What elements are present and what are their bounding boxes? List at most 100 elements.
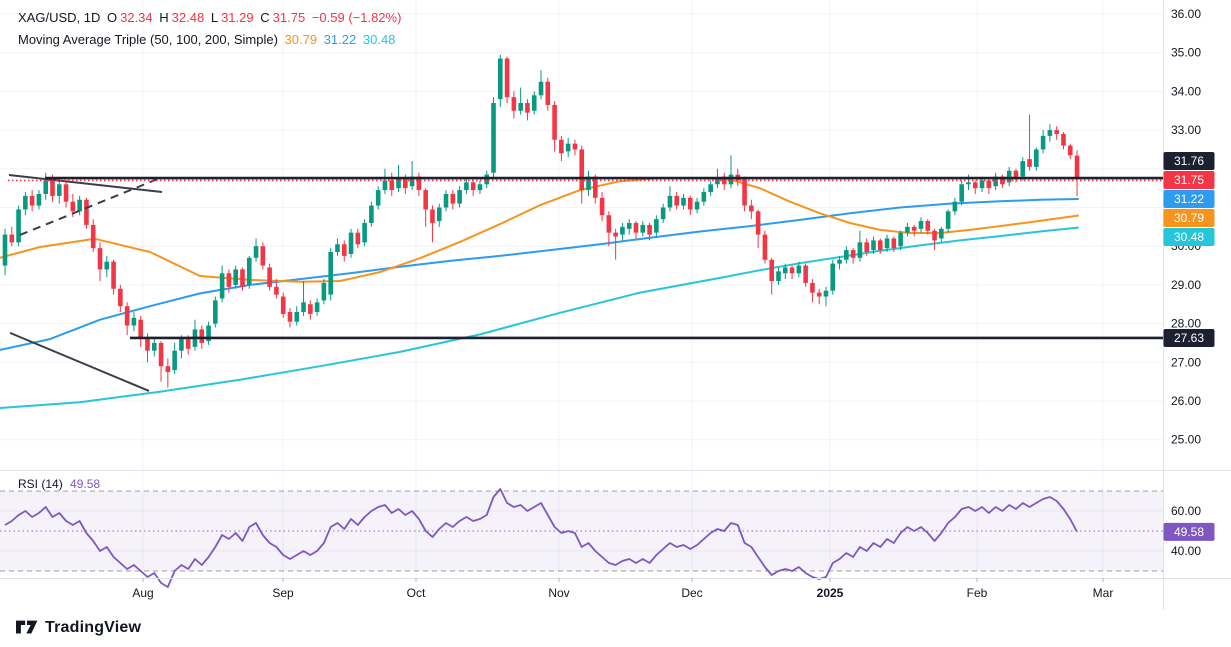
price-tick-label: 28.00: [1171, 317, 1201, 331]
candle: [538, 81, 544, 96]
candle: [681, 197, 686, 206]
time-label-2025[interactable]: 2025: [817, 586, 844, 600]
candle: [545, 81, 551, 105]
candle: [810, 282, 815, 293]
price-tick-label: 29.00: [1171, 278, 1201, 292]
trendline-2: [19, 177, 159, 236]
candle: [694, 201, 700, 210]
candle: [871, 240, 876, 251]
close-label: C: [260, 10, 270, 25]
candle: [715, 178, 720, 185]
price-badge-31.22: 31.22: [1174, 192, 1204, 206]
candle: [484, 174, 490, 185]
candle: [830, 263, 836, 291]
candle: [1000, 176, 1005, 185]
candle: [911, 226, 917, 231]
candle: [280, 296, 286, 314]
candle: [423, 190, 428, 210]
rsi-label[interactable]: RSI: [18, 477, 39, 491]
candle: [199, 329, 205, 343]
open-label: O: [106, 10, 118, 25]
candle: [518, 103, 523, 111]
candle: [959, 184, 964, 202]
candle: [165, 366, 171, 372]
time-label-Feb[interactable]: Feb: [967, 586, 988, 600]
candle: [925, 221, 931, 231]
time-label-Nov[interactable]: Nov: [548, 586, 569, 600]
candle: [844, 250, 849, 260]
time-label-Mar[interactable]: Mar: [1093, 586, 1114, 600]
candle: [654, 219, 659, 233]
candle: [1061, 133, 1066, 146]
candle: [274, 286, 279, 295]
candle: [443, 193, 449, 208]
candle: [1047, 130, 1053, 136]
candle: [43, 180, 49, 194]
candle: [857, 242, 863, 258]
tradingview-attribution[interactable]: TradingView: [16, 619, 141, 637]
candle: [1067, 145, 1073, 156]
price-badge-27.63-bg: [1163, 329, 1215, 347]
candle: [565, 143, 571, 152]
ma-row: Moving Average Triple (50, 100, 200, Sim…: [18, 29, 404, 51]
candle: [1027, 159, 1032, 167]
candle: [884, 238, 890, 249]
candle: [389, 180, 395, 191]
candle: [457, 190, 462, 204]
candle: [50, 180, 55, 196]
rsi-tick-label: 40.00: [1171, 544, 1201, 558]
candle: [1020, 161, 1026, 177]
rsi-params: (14): [41, 477, 63, 491]
candle: [124, 306, 130, 326]
candle: [592, 176, 598, 198]
time-label-Dec[interactable]: Dec: [681, 586, 702, 600]
candle: [294, 311, 300, 322]
candle: [233, 269, 238, 285]
candle: [749, 205, 754, 212]
candle: [158, 342, 164, 367]
price-tick-label: 34.00: [1171, 84, 1201, 98]
candle: [369, 205, 374, 223]
candle: [626, 222, 632, 229]
candle: [70, 201, 76, 212]
candle: [97, 248, 103, 270]
candle: [253, 246, 259, 258]
sma200-value: 30.48: [362, 32, 396, 47]
price-tick-label: 35.00: [1171, 46, 1201, 60]
price-badge-31.75: 31.75: [1174, 173, 1204, 187]
candle: [436, 207, 442, 222]
time-label-Sep[interactable]: Sep: [272, 586, 294, 600]
change-value: −0.59 (−1.82%): [311, 10, 402, 25]
candle: [1054, 130, 1059, 134]
candle: [525, 103, 530, 113]
candle: [613, 232, 618, 237]
price-badge-30.79: 30.79: [1174, 211, 1204, 225]
time-label-Aug[interactable]: Aug: [132, 586, 153, 600]
candle: [789, 267, 795, 274]
symbol-title[interactable]: XAG/USD, 1D: [18, 10, 101, 25]
candle: [301, 302, 306, 312]
rsi-plot-line: [4, 488, 1078, 588]
chart-canvas[interactable]: 36.0035.0034.0033.0030.0029.0028.0027.00…: [0, 0, 1231, 612]
candle: [898, 232, 903, 247]
candle: [552, 104, 557, 140]
candle: [647, 224, 652, 235]
candle: [77, 199, 82, 212]
candle: [803, 265, 808, 283]
high-label: H: [159, 10, 169, 25]
candle: [226, 273, 232, 287]
candle: [1013, 170, 1019, 179]
candle: [762, 234, 768, 260]
ma-indicator-label[interactable]: Moving Average Triple (50, 100, 200, Sim…: [18, 32, 278, 47]
candle: [701, 192, 707, 202]
candle: [891, 238, 897, 249]
rsi-legend: RSI (14) 49.58: [18, 477, 100, 491]
candle: [328, 252, 333, 295]
candle: [572, 143, 578, 150]
candle: [36, 193, 42, 206]
candle: [952, 201, 958, 212]
candle: [179, 339, 184, 351]
candle: [9, 234, 15, 243]
time-label-Oct[interactable]: Oct: [407, 586, 426, 600]
candle: [131, 317, 137, 326]
